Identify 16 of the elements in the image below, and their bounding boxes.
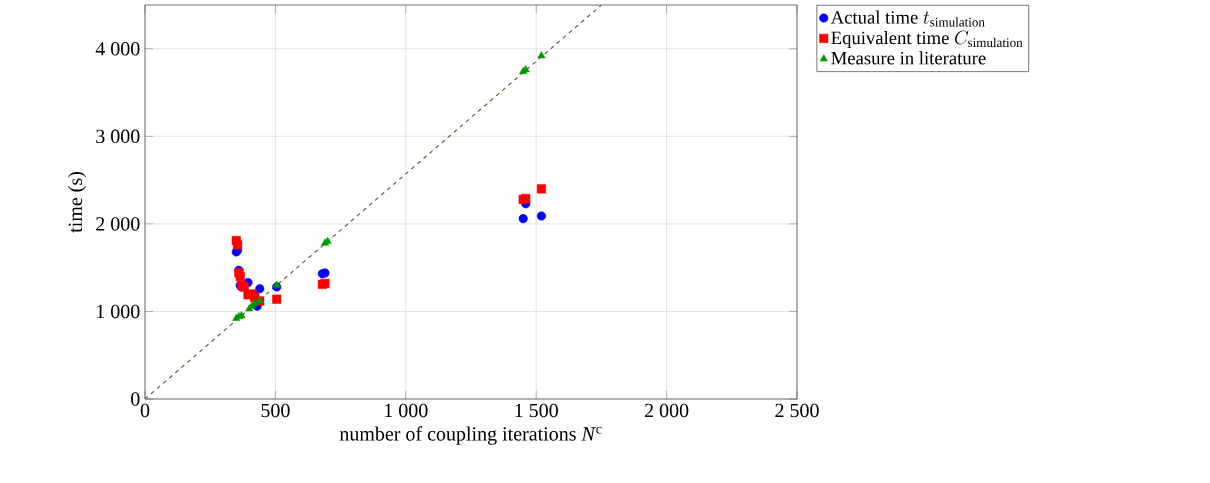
x-tick-label: 500 [261, 403, 290, 418]
y-tick-label: 0 [131, 392, 140, 406]
y-axis-title: time (s) [68, 172, 87, 233]
x-tick-label: 2 500 [775, 403, 819, 418]
legend-label: $\mathrm{Equivalent\ time}\ C_{\mathrm{simulation}}$ [831, 30, 1023, 48]
x-tick-label: 1 000 [385, 403, 428, 418]
y-tick-label: 2 000 [96, 217, 140, 231]
x-tick-label: 0 [140, 403, 150, 418]
x-axis-title: number of coupling iterations N$^{c}$ [339, 426, 602, 445]
legend-label: $\mathrm{Actual\ time}\ t_{\mathrm{simulation}}$ [830, 10, 985, 27]
x-tick-label: 1 500 [515, 403, 558, 418]
y-tick-label: 1 000 [97, 304, 140, 319]
x-tick-label: 2 000 [644, 403, 689, 418]
y-tick-label: 4 000 [95, 42, 140, 56]
y-tick-label: 3 000 [96, 129, 140, 144]
legend-label: Measure in literature [831, 51, 986, 65]
